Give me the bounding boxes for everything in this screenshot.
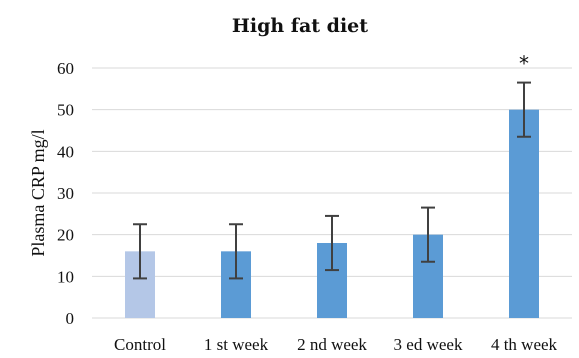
- error-bars: [133, 81, 531, 280]
- y-axis-label: Plasma CRP mg/l: [28, 129, 48, 256]
- error-bar-1: [133, 223, 147, 280]
- y-tick-labels: 0 10 20 30 40 50 60: [57, 59, 74, 328]
- bar-5: [509, 109, 539, 319]
- error-bar-2: [229, 223, 243, 280]
- chart-title: High fat diet: [232, 15, 368, 37]
- x-tick-label: 1 st week: [204, 335, 269, 354]
- y-tick-label: 0: [66, 309, 75, 328]
- error-bar-3: [325, 214, 339, 272]
- annotations: *: [519, 52, 529, 76]
- error-bar-5: [517, 81, 531, 138]
- significance-marker: *: [519, 52, 529, 76]
- y-tick-label: 20: [57, 226, 74, 245]
- y-tick-label: 60: [57, 59, 74, 78]
- x-tick-label: 4 th week: [491, 335, 558, 354]
- bars: [125, 109, 539, 319]
- y-tick-label: 40: [57, 142, 74, 161]
- x-tick-label: 3 ed week: [394, 335, 463, 354]
- x-tick-labels: Control 1 st week 2 nd week 3 ed week 4 th w…: [114, 335, 558, 354]
- y-tick-label: 10: [57, 267, 74, 286]
- x-tick-label: Control: [114, 335, 166, 354]
- y-tick-label: 50: [57, 101, 74, 120]
- y-tick-label: 30: [57, 184, 74, 203]
- x-tick-label: 2 nd week: [297, 335, 367, 354]
- error-bar-4: [421, 206, 435, 263]
